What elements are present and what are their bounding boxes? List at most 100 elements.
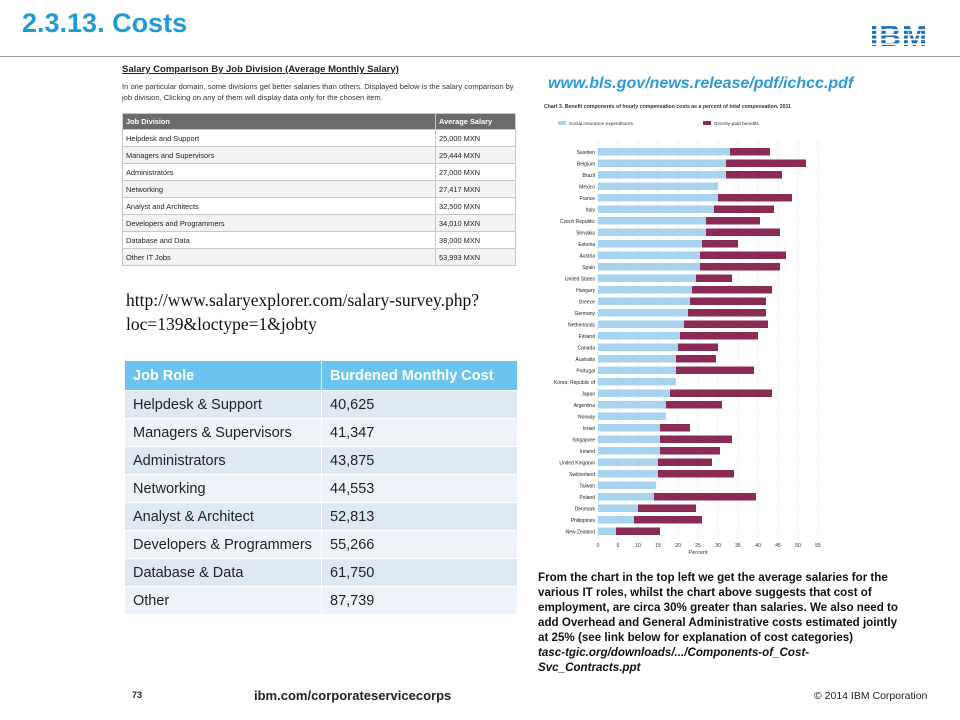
country-label: Italy [586, 208, 596, 214]
bar-directly-paid-benefits [726, 171, 782, 179]
x-tick-label: 15 [655, 543, 661, 549]
salary-comparison-image: Salary Comparison By Job Division (Avera… [122, 64, 516, 280]
burdened-cost-cell: 43,875 [321, 446, 518, 475]
bar-social-insurance [598, 401, 666, 409]
burdened-cost-cell: 44,553 [321, 474, 518, 503]
bar-social-insurance [598, 435, 660, 443]
bar-social-insurance [598, 240, 702, 248]
salary-comparison-table: Job Division Average Salary Helpdesk and… [122, 113, 516, 266]
job-role-cell: Helpdesk & Support [124, 390, 322, 419]
burdened-cost-table-container: Job Role Burdened Monthly Cost Helpdesk … [124, 360, 518, 615]
column-header-job-role: Job Role [124, 360, 322, 391]
table-row: Helpdesk & Support 40,625 [124, 390, 518, 419]
chart-title: Chart 3. Benefit components of hourly co… [544, 104, 791, 110]
bar-directly-paid-benefits [700, 251, 786, 259]
country-label: Mexico [579, 185, 595, 191]
bar-social-insurance [598, 171, 726, 179]
table-row[interactable]: Managers and Supervisors 25,444 MXN [122, 146, 516, 164]
column-header-average-salary: Average Salary [435, 113, 516, 130]
bar-social-insurance [598, 263, 700, 271]
average-salary-cell: 53,993 MXN [435, 248, 516, 266]
job-role-cell: Other [124, 586, 322, 615]
job-division-cell: Managers and Supervisors [122, 146, 436, 164]
bar-directly-paid-benefits [688, 309, 766, 317]
country-label: United States [565, 277, 596, 283]
x-tick-label: 50 [795, 543, 801, 549]
bar-directly-paid-benefits [616, 527, 660, 535]
x-tick-label: 55 [815, 543, 821, 549]
bar-directly-paid-benefits [706, 228, 780, 236]
bar-social-insurance [598, 412, 666, 420]
country-label: Germany [574, 311, 595, 317]
country-label: Portugal [576, 369, 595, 375]
bar-social-insurance [598, 297, 690, 305]
country-label: France [579, 196, 595, 202]
bar-directly-paid-benefits [676, 355, 716, 363]
country-label: Denmark [575, 507, 596, 513]
bar-social-insurance [598, 355, 676, 363]
bar-social-insurance [598, 447, 660, 455]
bar-directly-paid-benefits [666, 401, 722, 409]
bar-social-insurance [598, 424, 660, 432]
x-tick-label: 35 [735, 543, 741, 549]
bar-social-insurance [598, 194, 718, 202]
table-row[interactable]: Administrators 27,000 MXN [122, 163, 516, 181]
table-row[interactable]: Developers and Programmers 34,010 MXN [122, 214, 516, 232]
ibm-logo: IBM [870, 20, 928, 50]
explanation-note: From the chart in the top left we get th… [538, 570, 910, 675]
bar-directly-paid-benefits [730, 148, 770, 156]
job-division-cell: Administrators [122, 163, 436, 181]
bar-social-insurance [598, 527, 616, 535]
bar-directly-paid-benefits [714, 205, 774, 213]
bar-directly-paid-benefits [660, 424, 690, 432]
bar-social-insurance [598, 516, 634, 524]
table-row[interactable]: Helpdesk and Support 25,000 MXN [122, 129, 516, 147]
bar-directly-paid-benefits [678, 343, 718, 351]
burdened-cost-cell: 87,739 [321, 586, 518, 615]
bar-social-insurance [598, 228, 706, 236]
bar-social-insurance [598, 470, 658, 478]
bar-social-insurance [598, 493, 654, 501]
cost-components-link[interactable]: tasc-tgic.org/downloads/.../Components-o… [538, 646, 810, 674]
salary-explorer-link[interactable]: http://www.salaryexplorer.com/salary-sur… [126, 290, 479, 334]
bar-social-insurance [598, 251, 700, 259]
country-label: Switzerland [569, 472, 595, 478]
bar-directly-paid-benefits [706, 217, 760, 225]
slide-title: 2.3.13. Costs [22, 8, 188, 38]
country-label: Israel [583, 426, 595, 432]
explanation-text: From the chart in the top left we get th… [538, 571, 898, 644]
table-row[interactable]: Database and Data 38,000 MXN [122, 231, 516, 249]
job-division-cell: Helpdesk and Support [122, 129, 436, 147]
bar-social-insurance [598, 504, 638, 512]
bar-social-insurance [598, 205, 714, 213]
country-label: New Zealand [566, 530, 596, 536]
bar-social-insurance [598, 458, 658, 466]
bls-report-link[interactable]: www.bls.gov/news.release/pdf/ichcc.pdf [548, 75, 854, 92]
country-label: Taiwan [579, 484, 595, 490]
bar-directly-paid-benefits [700, 263, 780, 271]
table-row[interactable]: Networking 27,417 MXN [122, 180, 516, 198]
page-number: 73 [132, 690, 143, 700]
legend-label: Social insurance expenditures [569, 121, 634, 127]
table-row: Administrators 43,875 [124, 446, 518, 475]
benefits-bar-chart: Chart 3. Benefit components of hourly co… [544, 104, 821, 556]
bar-social-insurance [598, 332, 680, 340]
bar-directly-paid-benefits [690, 297, 766, 305]
bar-social-insurance [598, 366, 676, 374]
footer-url[interactable]: ibm.com/corporateservicecorps [254, 688, 452, 703]
job-role-cell: Administrators [124, 446, 322, 475]
x-tick-label: 30 [715, 543, 721, 549]
bar-social-insurance [598, 159, 726, 167]
column-header-job-division: Job Division [122, 113, 436, 130]
average-salary-cell: 34,010 MXN [435, 214, 516, 232]
country-label: Estonia [578, 242, 595, 248]
bar-directly-paid-benefits [718, 194, 792, 202]
average-salary-cell: 27,417 MXN [435, 180, 516, 198]
country-label: Ireland [580, 449, 596, 455]
table-row: Managers & Supervisors 41,347 [124, 418, 518, 447]
table-row[interactable]: Analyst and Architects 32,500 MXN [122, 197, 516, 215]
legend-swatch [703, 121, 711, 125]
country-label: Singapore [572, 438, 595, 444]
table-row[interactable]: Other IT Jobs 53,993 MXN [122, 248, 516, 266]
chart-legend: Social insurance expenditures Directly-pa… [558, 121, 759, 127]
